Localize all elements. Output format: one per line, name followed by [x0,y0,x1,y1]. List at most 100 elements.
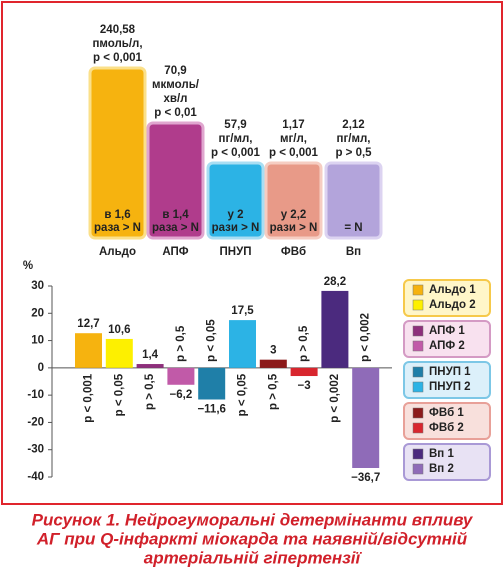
legend-label: АПФ 2 [429,340,465,352]
legend-swatch [412,366,424,378]
legend-swatch [412,381,424,393]
category-label: Альдо [99,246,136,258]
y-tick-label: -20 [27,416,44,428]
inner-label: рази > N [270,222,318,234]
p-label: p < 0,05 [113,373,125,416]
legend-swatch [412,407,424,419]
caption: артеріальній гіпертензії [144,548,363,567]
legend-box [403,443,491,481]
p-label: p < 0,002 [329,374,341,423]
p-label: p < 0,002 [360,313,372,362]
legend-label: Вп 1 [429,448,454,460]
annotation: p < 0,001 [211,147,261,159]
p-label: p > 0,5 [298,325,310,362]
y-axis-label: % [23,260,33,272]
p-label: p < 0,05 [206,319,218,362]
inner-label: у 2,2 [281,209,307,221]
annotation: хв/л [164,93,188,105]
legend-swatch [412,340,424,352]
legend-swatch [412,325,424,337]
inner-label: рази > N [212,222,260,234]
annotation: мкмоль/ [152,79,200,91]
legend-box [403,361,491,399]
annotation: p < 0,01 [154,107,197,119]
p-label: p < 0,001 [83,373,95,423]
legend-box [403,402,491,440]
legend-swatch [412,463,424,475]
legend-label: ФВб 1 [429,407,464,419]
value-label: 1,4 [142,349,159,361]
legend-swatch [412,284,424,296]
value-label: 10,6 [108,324,130,336]
bar [259,359,287,368]
annotation: 70,9 [164,65,186,77]
legend-label: Альдо 1 [429,284,476,296]
category-label: ПНУП [220,246,252,258]
y-tick-label: -40 [27,471,44,483]
value-label: 17,5 [231,305,254,317]
inner-label: раза > N [152,222,199,234]
value-label: −36,7 [351,472,380,484]
legend-box [403,320,491,358]
annotation: p < 0,001 [269,147,319,159]
legend-label: АПФ 1 [429,325,465,337]
annotation: 57,9 [224,119,246,131]
legend-label: ПНУП 2 [429,381,471,393]
bar [352,367,380,468]
bar [167,367,195,385]
y-tick-label: 10 [31,335,44,347]
bar [324,161,383,240]
value-label: −3 [298,380,311,392]
annotation: p < 0,001 [93,52,143,64]
inner-label: у 2 [228,209,244,221]
annotation: 1,17 [282,119,304,131]
bar [206,161,265,240]
bar [264,161,323,240]
p-label: p < 0,05 [237,373,249,416]
bar [321,290,349,368]
inner-label: = N [344,222,362,234]
annotation: пг/мл, [337,133,371,145]
inner-label: в 1,6 [104,209,130,221]
y-tick-label: -10 [27,389,44,401]
bar [198,367,226,400]
annotation: пг/мл, [219,133,253,145]
inner-label: в 1,4 [162,209,189,221]
annotation: 240,58 [100,24,136,36]
bar [105,338,133,368]
legend-label: Альдо 2 [429,299,476,311]
value-label: −6,2 [170,389,193,401]
annotation: пмоль/л, [92,38,142,50]
legend-swatch [412,299,424,311]
legend-swatch [412,448,424,460]
category-label: Вп [346,246,361,258]
value-label: 3 [270,345,276,357]
legend-label: Вп 2 [429,463,454,475]
bar [75,333,102,368]
bar [146,121,205,240]
y-tick-label: 20 [31,307,44,319]
category-label: ФВб [281,246,306,258]
category-label: АПФ [162,246,188,258]
caption: Рисунок 1. Нейрогуморальні детермінанти … [32,510,474,529]
inner-label: раза > N [94,222,141,234]
p-label: p > 0,5 [144,373,156,410]
legend-swatch [412,422,424,434]
annotation: мг/л, [280,133,307,145]
p-label: p > 0,5 [267,373,279,410]
y-tick-label: 30 [31,280,44,292]
bar [290,367,318,377]
annotation: 2,12 [342,119,364,131]
y-tick-label: 0 [38,362,44,374]
legend-label: ФВб 2 [429,422,464,434]
legend-label: ПНУП 1 [429,366,471,378]
caption: АГ при Q-інфаркті міокарда та наявній/ві… [36,529,468,548]
bar [88,66,147,240]
legend-box [403,279,491,317]
value-label: 12,7 [77,318,99,330]
p-label: p > 0,5 [175,325,187,362]
annotation: p > 0,5 [335,147,372,159]
value-label: 28,2 [324,276,346,288]
bar [136,364,164,368]
